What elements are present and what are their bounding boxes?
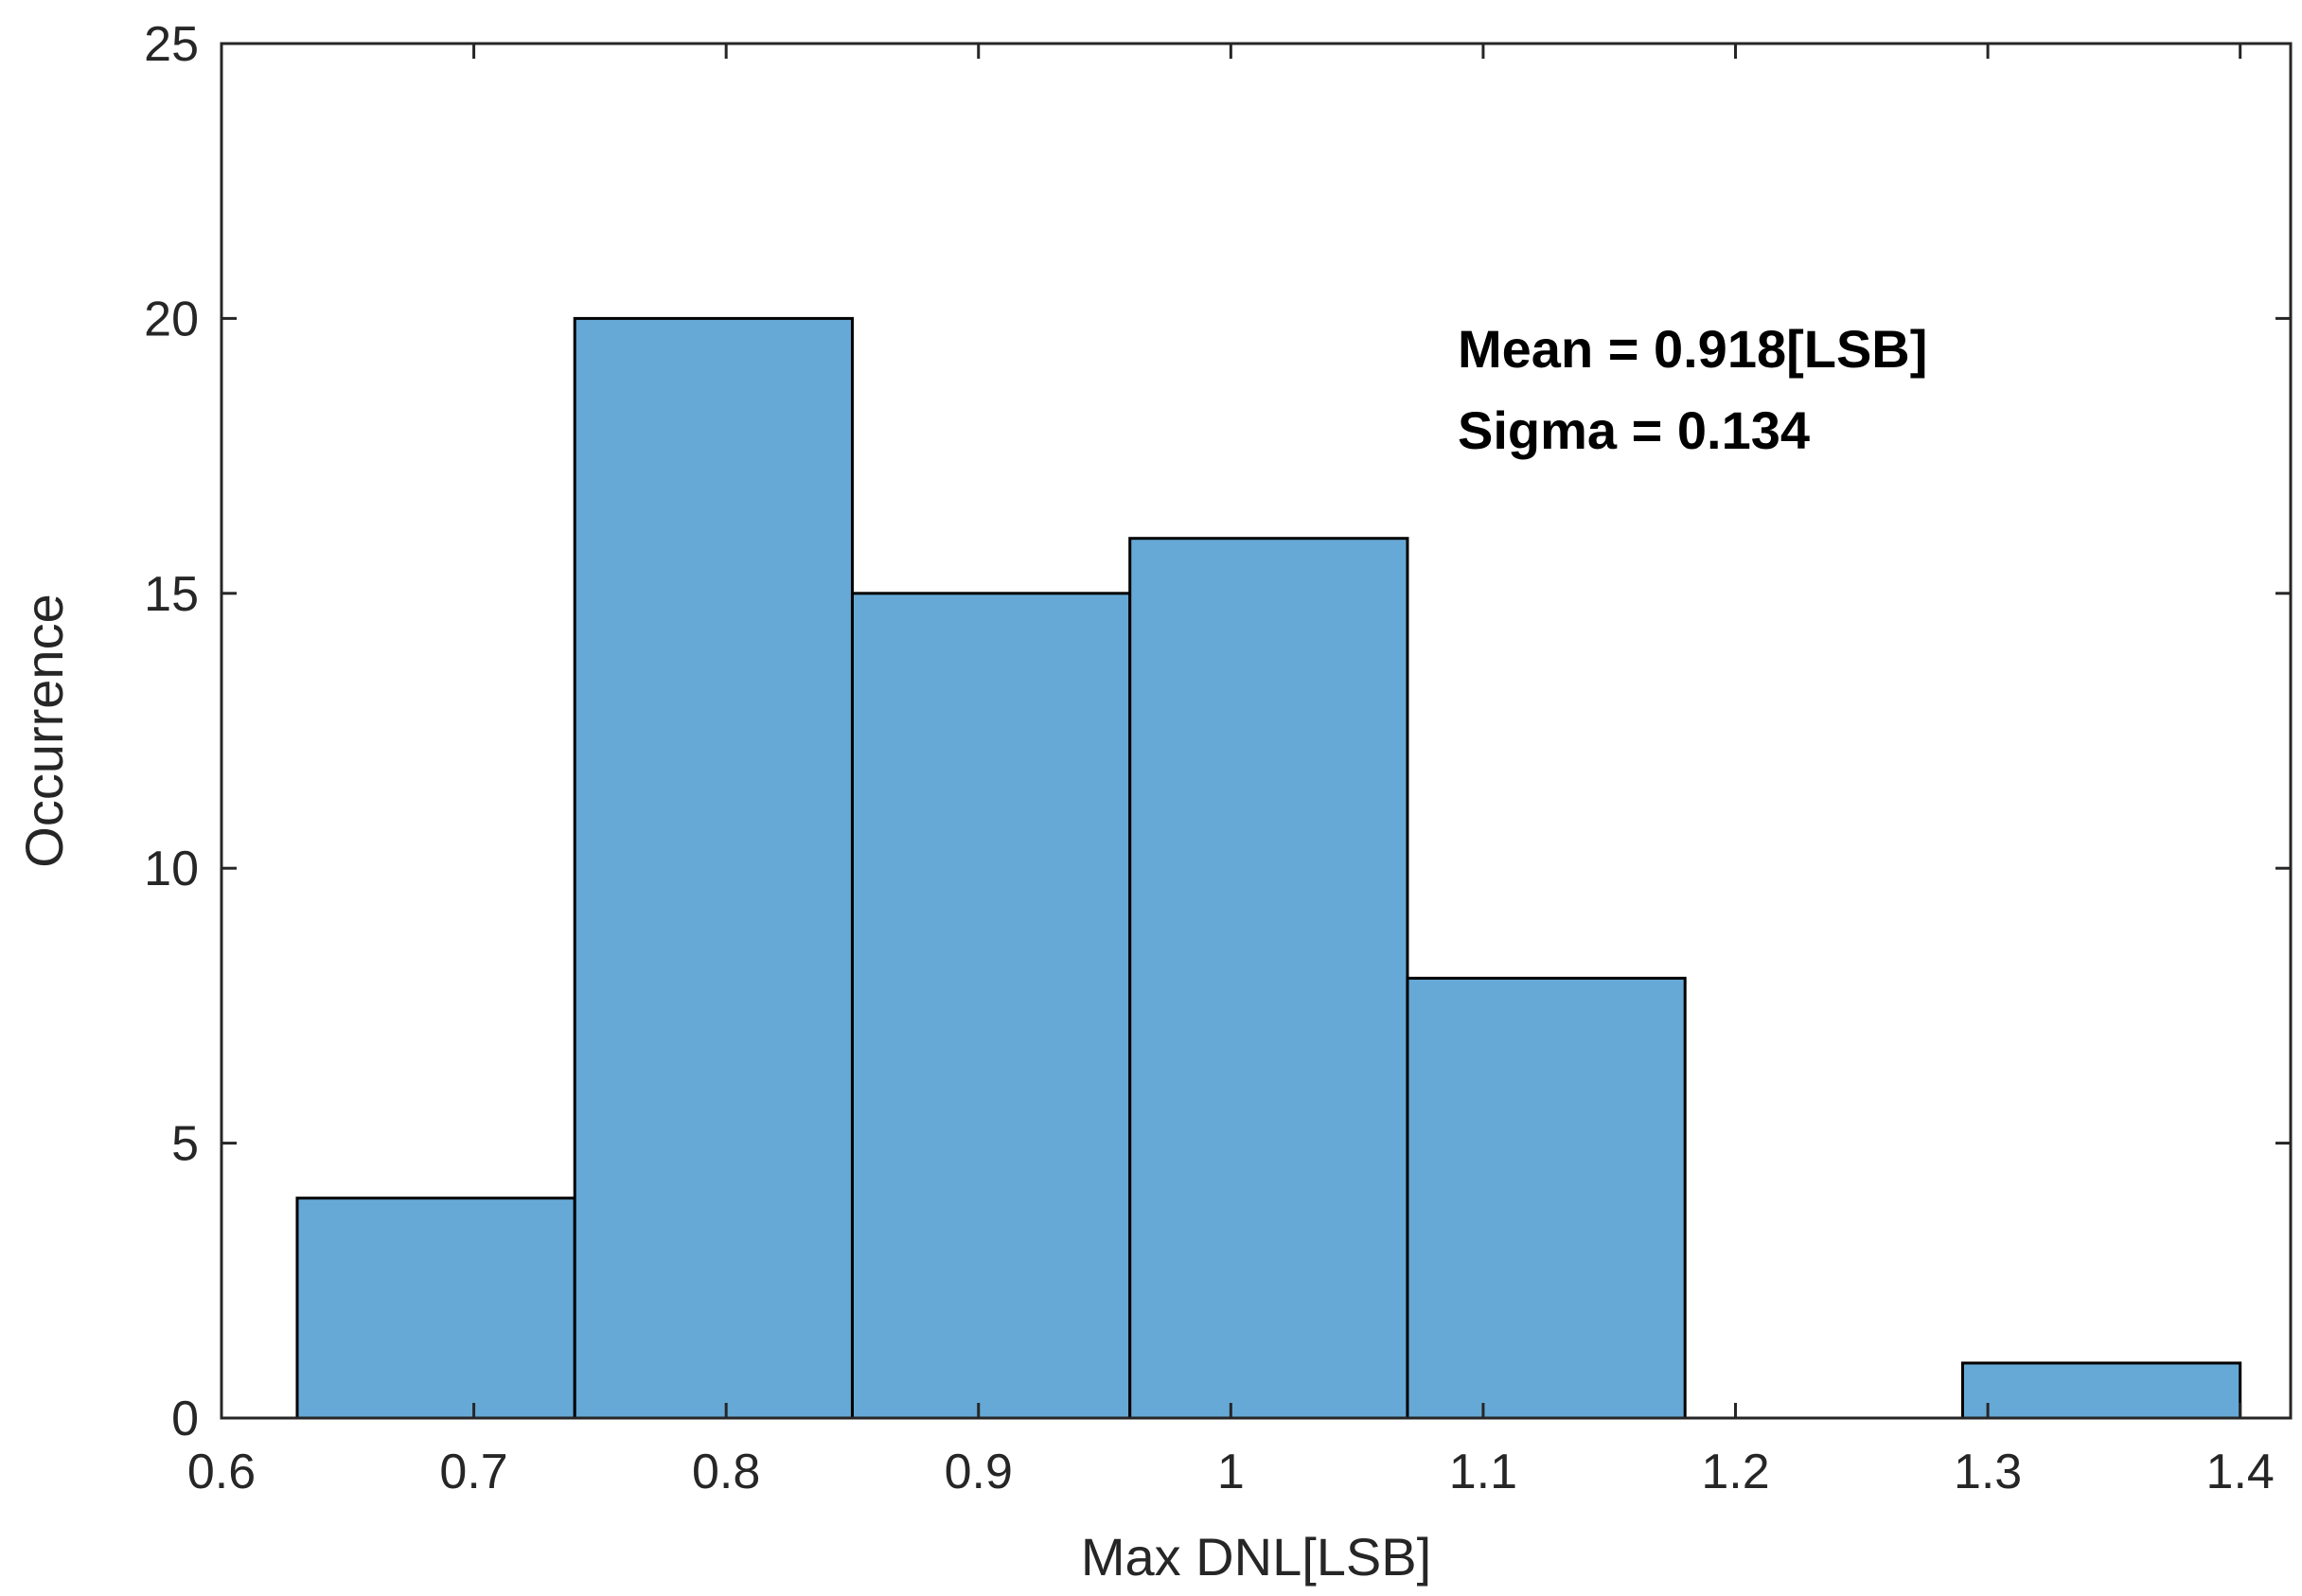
x-axis: 0.6 0.7 0.8 0.9 1 1.1 1.2 1.3 1.4 — [187, 44, 2275, 1499]
histogram-bar — [1128, 537, 1409, 1420]
x-tick-label: 0.9 — [945, 1445, 1013, 1499]
y-axis-label: Occurrence — [14, 594, 74, 867]
x-tick-label: 0.8 — [692, 1445, 760, 1499]
histogram-bar — [1960, 1361, 2242, 1420]
x-axis-label: Max DNL[LSB] — [1081, 1527, 1431, 1587]
x-tick-label: 1.4 — [2206, 1445, 2275, 1499]
histogram-bar — [573, 316, 854, 1420]
histogram-bar — [1406, 976, 1687, 1420]
x-tick-label: 1.1 — [1449, 1445, 1517, 1499]
sigma-annotation: Sigma = 0.134 — [1458, 400, 1810, 460]
histogram-bar — [295, 1197, 576, 1420]
y-axis: 0 5 10 15 20 25 — [144, 17, 2291, 1446]
x-tick-label: 1 — [1217, 1445, 1245, 1499]
y-tick-label: 0 — [171, 1392, 199, 1446]
y-tick-label: 15 — [144, 567, 199, 622]
plot-frame — [220, 42, 2293, 1420]
x-tick-label: 1.3 — [1954, 1445, 2022, 1499]
bars-group — [295, 316, 2242, 1420]
histogram-bar — [850, 592, 1132, 1420]
x-tick-label: 0.7 — [439, 1445, 507, 1499]
y-tick-label: 10 — [144, 842, 199, 896]
x-tick-label: 1.2 — [1701, 1445, 1769, 1499]
y-tick-label: 5 — [171, 1117, 199, 1172]
x-tick-label: 0.6 — [187, 1445, 256, 1499]
y-tick-label: 20 — [144, 292, 199, 346]
y-tick-label: 25 — [144, 17, 199, 72]
mean-annotation: Mean = 0.918[LSB] — [1458, 319, 1927, 379]
